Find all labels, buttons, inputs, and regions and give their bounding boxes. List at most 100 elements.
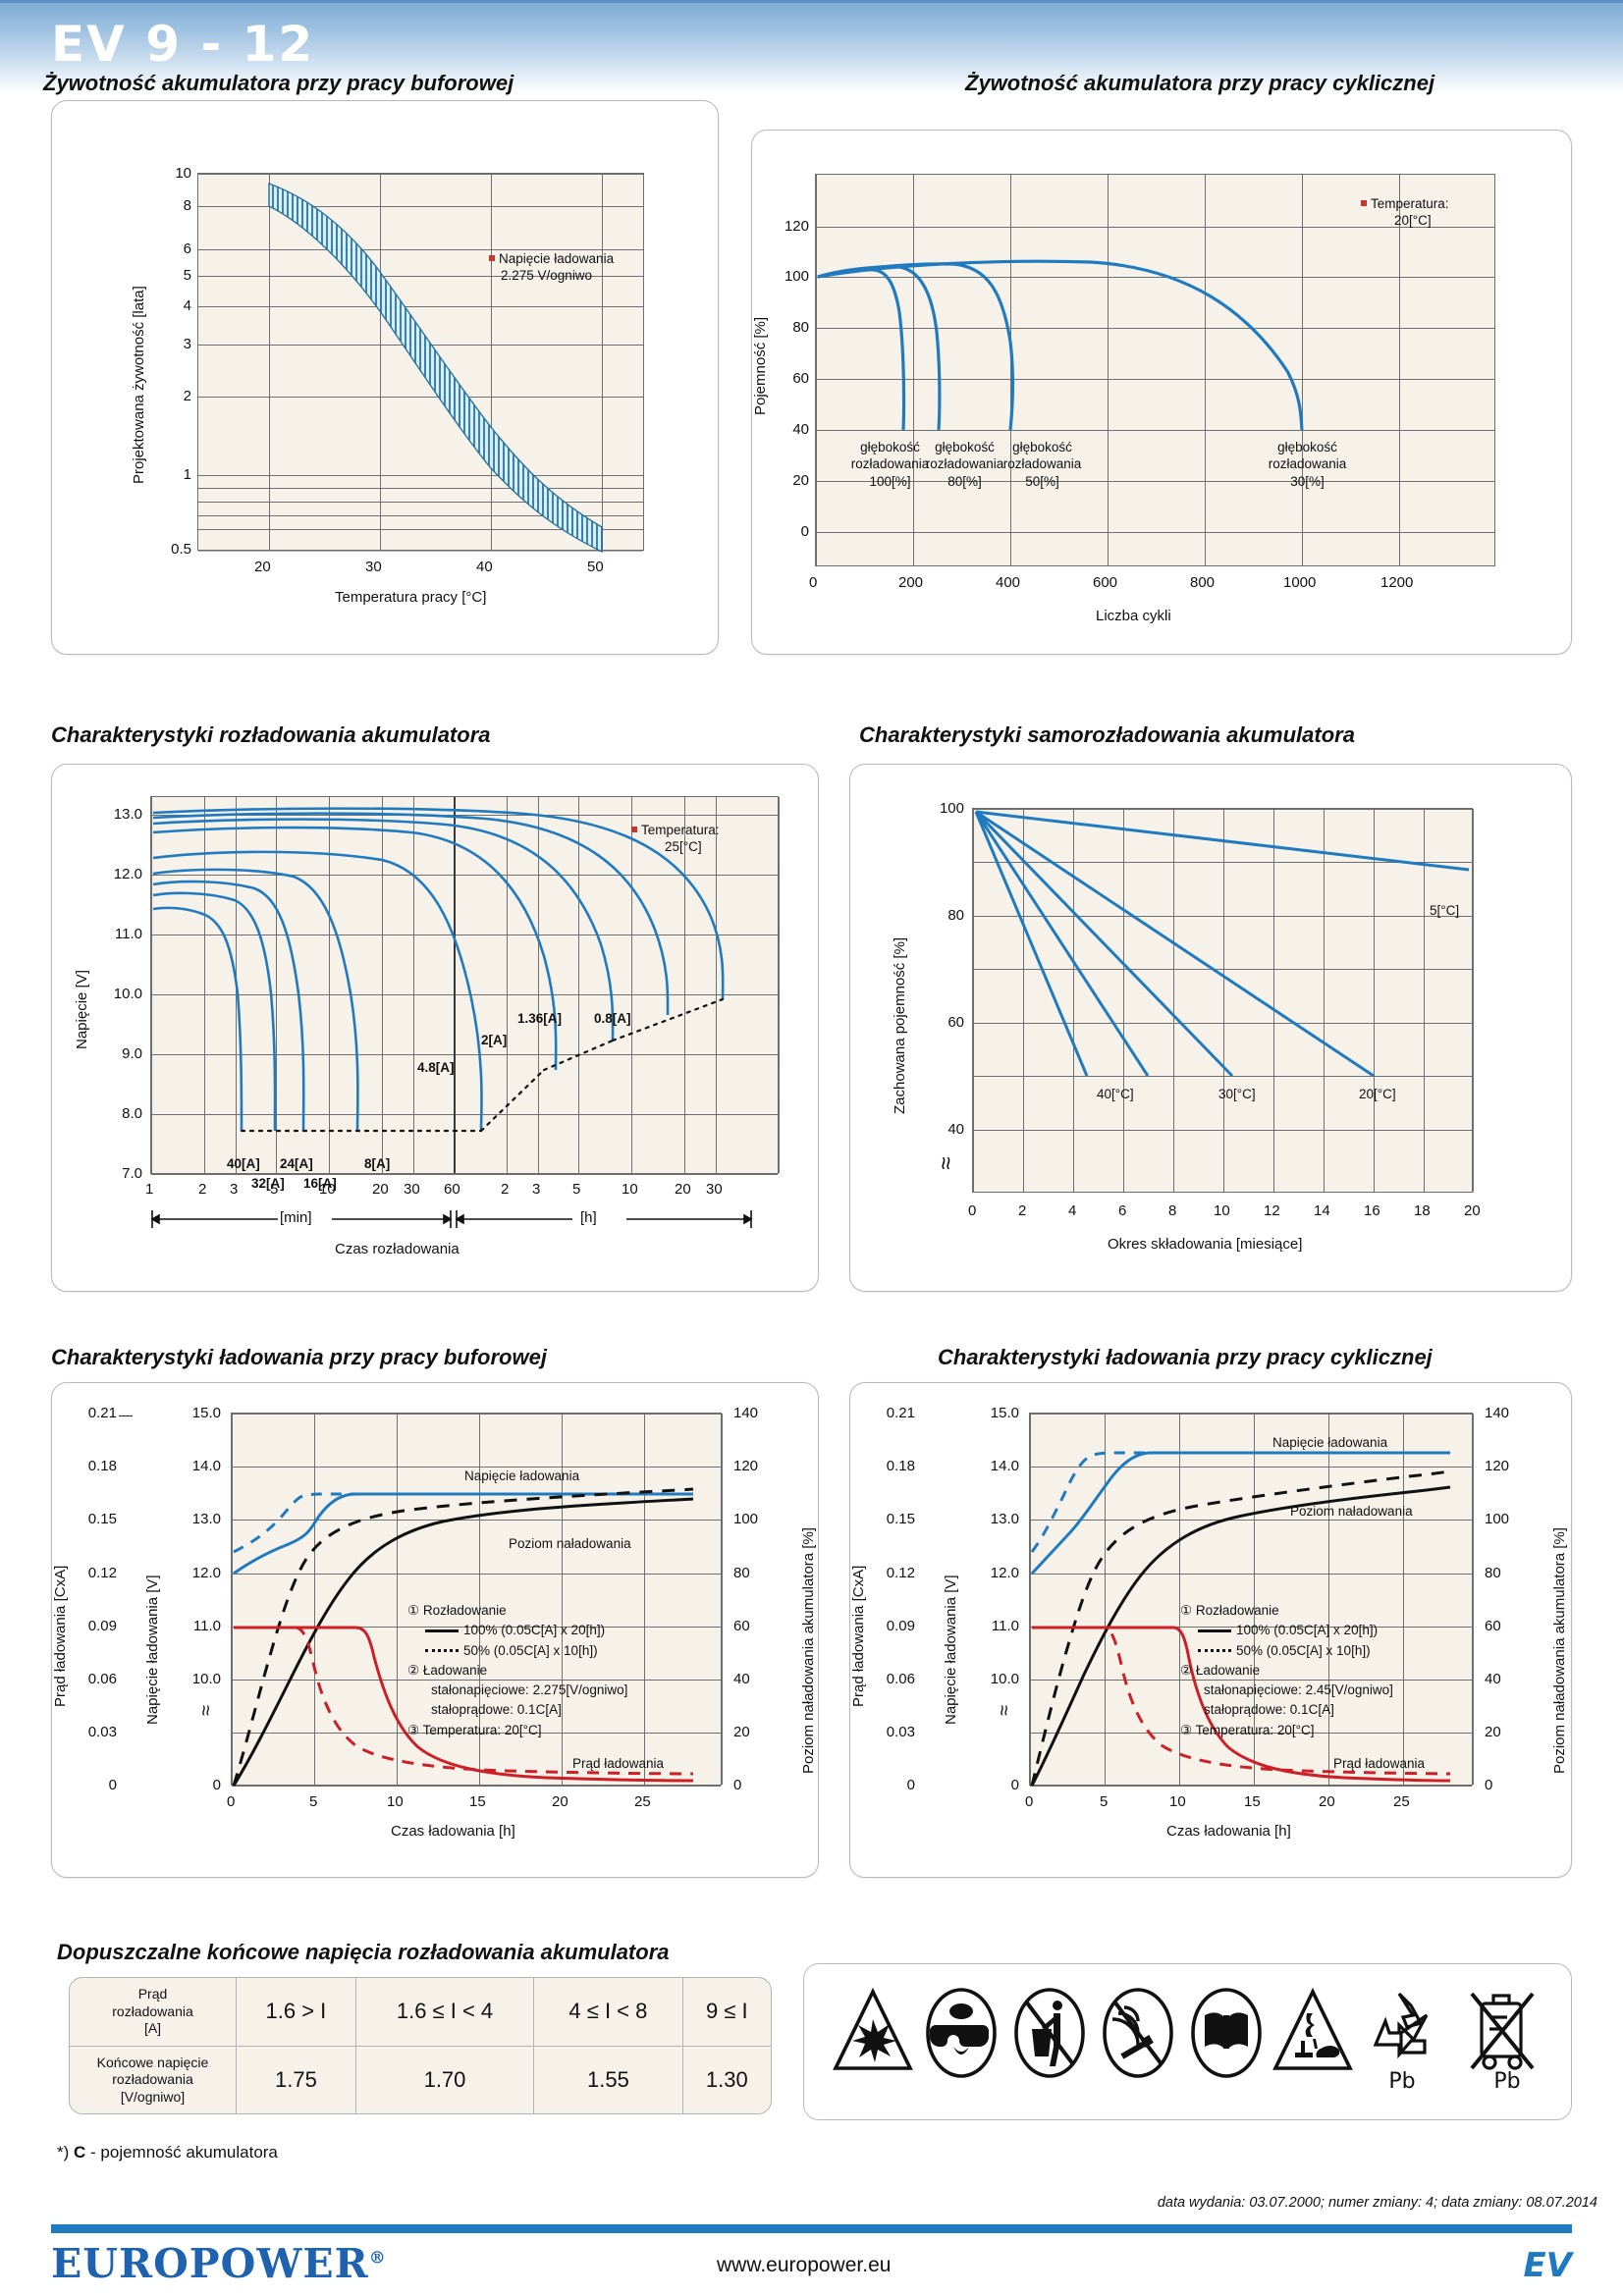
discharge-curves xyxy=(152,807,725,1133)
ytick: 100 xyxy=(939,800,964,817)
xtick: 30 xyxy=(404,1181,420,1198)
ytick: 40 xyxy=(947,1121,964,1138)
curve-label-2a: 2[A] xyxy=(481,1033,508,1047)
annotation-temp-20: 20[°C] xyxy=(1359,1087,1396,1101)
ytick-current: 0.06 xyxy=(87,1671,117,1687)
legend-discharge: Temperatura: 25[°C] xyxy=(631,822,720,856)
ytick: 7.0 xyxy=(122,1165,142,1182)
ytick-level: 0 xyxy=(733,1777,742,1793)
legend-life-cyclic: Temperatura: 20[°C] xyxy=(1361,195,1449,230)
xtick: 20 xyxy=(254,559,271,575)
xtick: 15 xyxy=(1244,1793,1261,1810)
legend-l4: ② Ładowanie xyxy=(1180,1662,1261,1678)
legend-life-float: Napięcie ładowania 2.275 V/ogniwo xyxy=(489,250,614,285)
xtick: 3 xyxy=(230,1181,239,1198)
xtick: 60 xyxy=(444,1181,460,1198)
no-disposal-icon xyxy=(1014,1988,1085,2078)
xtick: 5 xyxy=(572,1181,581,1198)
ytick: 0.5 xyxy=(171,541,191,558)
dotted-line-swatch xyxy=(425,1649,459,1653)
explosion-hazard-icon xyxy=(833,1987,913,2070)
ytick-level: 120 xyxy=(733,1458,759,1474)
ytick: 80 xyxy=(792,319,809,336)
yaxis-label-voltage: Napięcie ładowania [V] xyxy=(943,1575,959,1725)
solid-line-swatch xyxy=(425,1629,459,1633)
legend-charge-cyclic: ① Rozładowanie 100% (0.05C[A] x 20[h]) 5… xyxy=(1180,1601,1393,1740)
section-title-selfdischarge: Charakterystyki samorozładowania akumula… xyxy=(859,722,1355,747)
xtick: 1 xyxy=(145,1181,154,1198)
xtick: 5 xyxy=(1100,1793,1109,1810)
ytick-voltage: 15.0 xyxy=(191,1405,221,1421)
axis-break-icon: ≈ xyxy=(193,1705,216,1716)
section-title-charge-cyclic: Charakterystyki ładowania przy pracy cyk… xyxy=(938,1345,1433,1369)
legend-l5: stałonapięciowe: 2.275[V/ogniwo] xyxy=(431,1682,628,1697)
xtick: 16 xyxy=(1364,1202,1380,1219)
xaxis-label: Liczba cykli xyxy=(1096,608,1171,624)
curve-label-current: Prąd ładowania xyxy=(572,1756,665,1771)
annotation-dod-80: głębokość rozładowania 80[%] xyxy=(925,440,1004,489)
ytick-current: 0.15 xyxy=(886,1511,915,1527)
ytick-voltage: 0 xyxy=(212,1777,221,1793)
xtick: 25 xyxy=(1393,1793,1410,1810)
ytick: 40 xyxy=(792,421,809,438)
xtick: 2 xyxy=(198,1181,207,1198)
ytick: 20 xyxy=(792,472,809,489)
curve-label-level: Poziom naładowania xyxy=(1290,1504,1413,1519)
yaxis-label: Pojemność [%] xyxy=(752,316,769,415)
selfdischarge-curves xyxy=(974,810,1470,1078)
ytick-level: 100 xyxy=(733,1511,759,1527)
ytick-level: 60 xyxy=(1485,1618,1501,1634)
ytick: 2 xyxy=(183,388,191,404)
xtick: 20 xyxy=(372,1181,389,1198)
ytick-voltage: 12.0 xyxy=(191,1565,221,1581)
ytick-level: 0 xyxy=(1485,1777,1493,1793)
ytick: 4 xyxy=(183,297,191,314)
table-row-current: Prąd rozładowania [A] 1.6 > I 1.6 ≤ I < … xyxy=(70,1978,771,2047)
legend-line-2: 2.275 V/ogniwo xyxy=(501,268,593,284)
curve-label-voltage: Napięcie ładowania xyxy=(1272,1435,1388,1450)
page-title: EV 9 - 12 xyxy=(51,16,315,73)
unit-hr-label: [h] xyxy=(580,1209,597,1226)
ytick: 6 xyxy=(183,240,191,257)
curve-label-voltage: Napięcie ładowania xyxy=(464,1468,580,1483)
ytick: 13.0 xyxy=(113,806,142,823)
xaxis-label: Czas rozładowania xyxy=(335,1241,460,1257)
ytick-level: 60 xyxy=(733,1618,750,1634)
ytick-level: 20 xyxy=(1485,1724,1501,1740)
curve-label-level: Poziom naładowania xyxy=(509,1536,631,1551)
brand-logo: EUROPOWER® xyxy=(51,2240,387,2287)
ytick: 120 xyxy=(784,218,809,235)
ytick-current: 0.03 xyxy=(886,1724,915,1740)
xtick: 800 xyxy=(1190,574,1216,591)
plot-life-cyclic xyxy=(815,174,1495,566)
capacity-footnote: *) C - pojemność akumulatora xyxy=(57,2143,278,2162)
ytick-voltage: 0 xyxy=(1010,1777,1019,1793)
safety-icons-panel: Pb Pb xyxy=(803,1963,1572,2120)
xtick: 6 xyxy=(1118,1202,1127,1219)
ytick: 10 xyxy=(175,165,191,182)
end-voltage-table: Prąd rozładowania [A] 1.6 > I 1.6 ≤ I < … xyxy=(69,1977,772,2114)
table-cell-voltage-0: 1.75 xyxy=(237,2046,356,2113)
xtick: 0 xyxy=(227,1793,236,1810)
website-url[interactable]: www.europower.eu xyxy=(717,2254,892,2276)
ytick: 60 xyxy=(792,370,809,387)
solid-line-swatch xyxy=(1198,1629,1231,1633)
ytick-current: 0.21 xyxy=(886,1405,915,1421)
life-float-band xyxy=(268,182,603,554)
curve-label-32a: 32[A] xyxy=(251,1176,285,1191)
legend-l5: stałonapięciowe: 2.45[V/ogniwo] xyxy=(1204,1682,1393,1697)
eye-protection-icon xyxy=(926,1988,997,2078)
ytick-voltage: 10.0 xyxy=(191,1671,221,1687)
yaxis-label-current: Prąd ładowania [CxA] xyxy=(52,1565,69,1707)
xtick: 25 xyxy=(634,1793,651,1810)
yaxis-label-level: Poziom naładowania akumulatora [%] xyxy=(1551,1527,1568,1774)
xtick: 30 xyxy=(365,559,382,575)
ytick: 100 xyxy=(784,268,809,285)
corrosive-acid-icon xyxy=(1272,1987,1353,2070)
no-household-waste-icon: Pb xyxy=(1470,1992,1535,2094)
xtick: 20 xyxy=(1464,1202,1481,1219)
xtick: 2 xyxy=(501,1181,510,1198)
ytick-current: 0.18 xyxy=(87,1458,117,1474)
section-title-life-float: Żywotność akumulatora przy pracy buforow… xyxy=(43,71,514,95)
xtick: 10 xyxy=(1214,1202,1230,1219)
